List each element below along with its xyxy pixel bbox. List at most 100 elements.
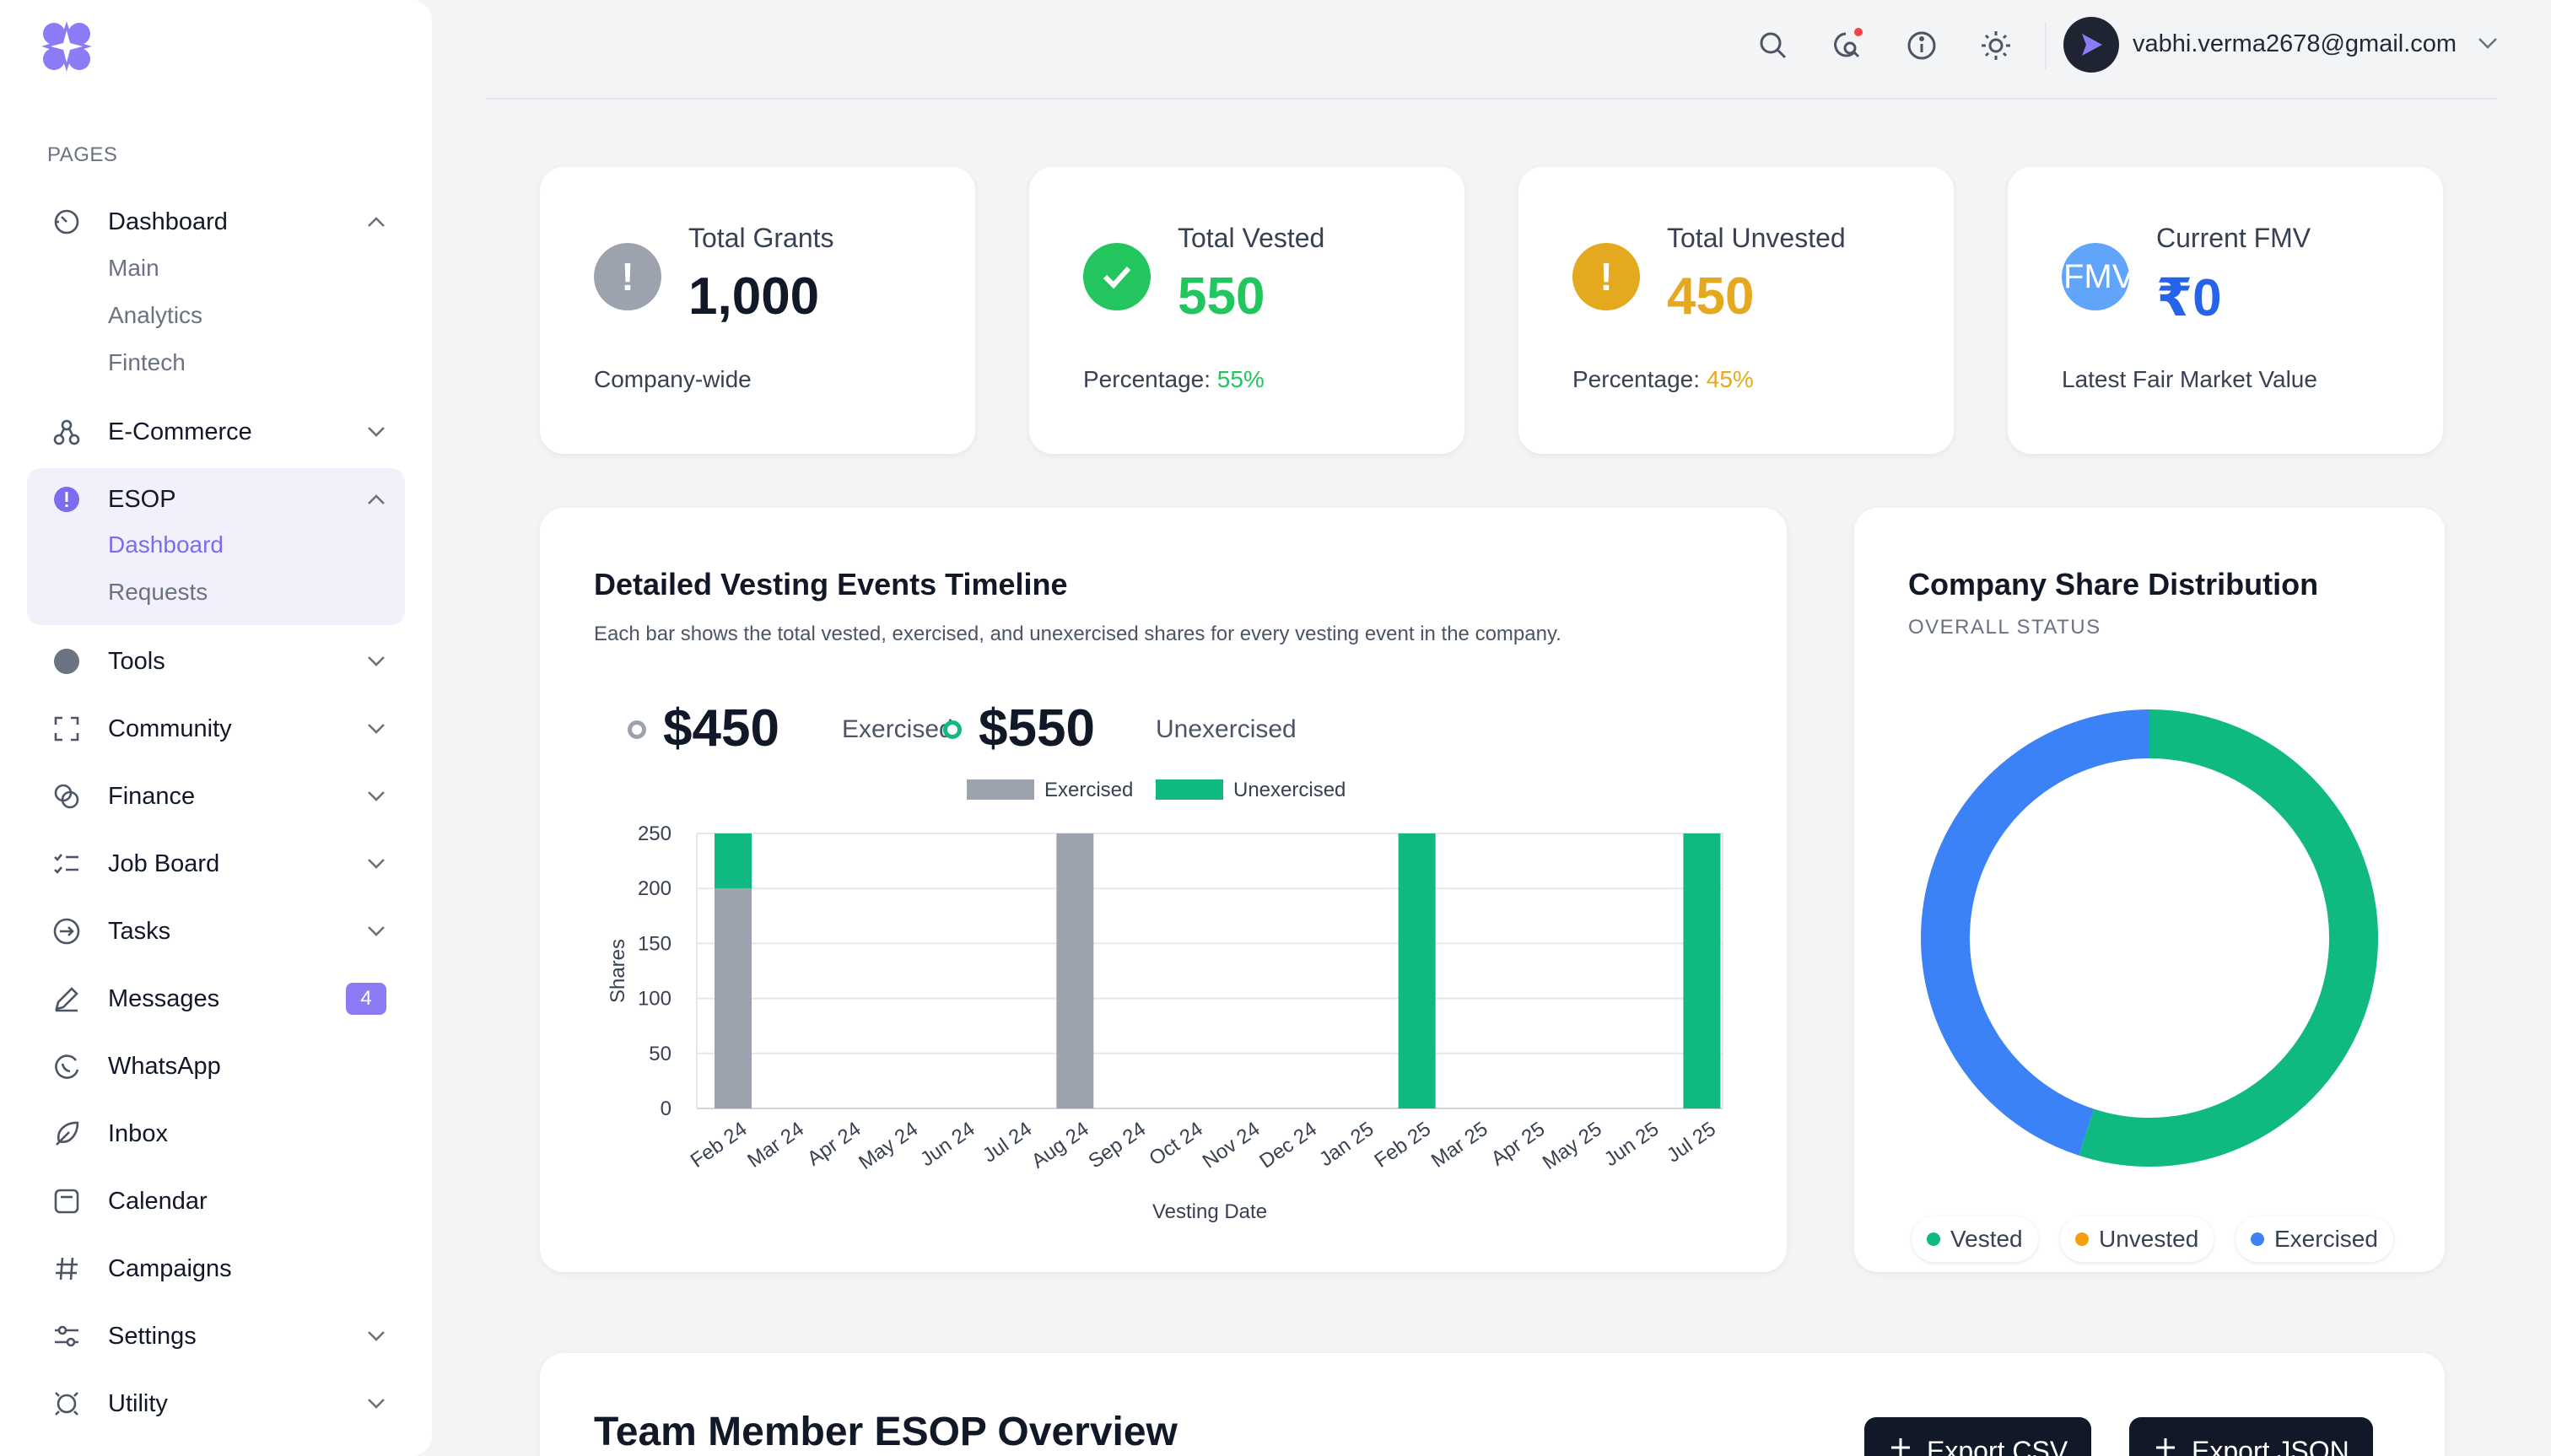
bar-unexercised-feb-24 bbox=[715, 833, 752, 889]
bar-unexercised-jul-25 bbox=[1683, 833, 1721, 1108]
legend-label: Unvested bbox=[2099, 1226, 2199, 1252]
legend-unvested[interactable]: Unvested bbox=[2060, 1216, 2214, 1262]
sidebar-item-community[interactable]: Community bbox=[27, 697, 405, 761]
sidebar-item-settings[interactable]: Settings bbox=[27, 1304, 405, 1368]
sidebar-subitem-analytics[interactable]: Analytics bbox=[108, 302, 203, 328]
x-tick-label: May 24 bbox=[855, 1118, 922, 1174]
sidebar-item-label: WhatsApp bbox=[108, 1052, 221, 1080]
sidebar-item-label: Finance bbox=[108, 782, 196, 810]
chevron-down-icon[interactable] bbox=[366, 422, 386, 442]
sidebar-item-esop[interactable]: ESOP bbox=[27, 467, 405, 531]
sidebar-item-label: Tools bbox=[108, 647, 165, 675]
unexercised-total: $550 bbox=[979, 699, 1095, 758]
bar-unexercised-feb-25 bbox=[1398, 833, 1436, 1108]
export-csv-button[interactable]: Export CSV bbox=[1864, 1417, 2092, 1456]
sidebar-subitem-main[interactable]: Main bbox=[108, 255, 159, 281]
checklist-icon bbox=[51, 848, 83, 880]
chevron-up-icon[interactable] bbox=[366, 212, 386, 232]
sidebar-item-label: ESOP bbox=[108, 485, 176, 513]
bar-exercised-aug-24 bbox=[1056, 833, 1094, 1108]
sidebar-item-label: Dashboard bbox=[108, 208, 228, 235]
sidebar-item-campaigns[interactable]: Campaigns bbox=[27, 1237, 405, 1301]
chevron-down-icon[interactable] bbox=[2477, 35, 2499, 57]
export-json-button[interactable]: Export JSON bbox=[2129, 1417, 2373, 1456]
vesting-timeline-card: Detailed Vesting Events Timeline Each ba… bbox=[540, 508, 1787, 1272]
stat-title: Total Vested bbox=[1178, 223, 1325, 253]
finance-icon bbox=[51, 780, 83, 812]
sidebar-item-whatsapp[interactable]: WhatsApp bbox=[27, 1034, 405, 1098]
sidebar-item-label: Inbox bbox=[108, 1119, 168, 1147]
avatar[interactable] bbox=[2063, 17, 2119, 73]
share-donut-chart bbox=[1921, 709, 2378, 1167]
tasks-icon bbox=[51, 915, 83, 947]
x-tick-label: May 25 bbox=[1539, 1118, 1606, 1174]
notifications-icon[interactable] bbox=[1827, 25, 1868, 66]
x-tick-label: Mar 24 bbox=[743, 1118, 808, 1173]
legend-exercised[interactable]: Exercised bbox=[2235, 1216, 2393, 1262]
chevron-down-icon[interactable] bbox=[366, 1326, 386, 1346]
theme-toggle-icon[interactable] bbox=[1976, 25, 2016, 66]
stat-value: ₹0 bbox=[2156, 269, 2222, 327]
button-label: Export JSON bbox=[2192, 1435, 2349, 1456]
chevron-down-icon[interactable] bbox=[366, 719, 386, 739]
chart-description: Each bar shows the total vested, exercis… bbox=[594, 623, 1561, 645]
sidebar-subitem-esop-dashboard[interactable]: Dashboard bbox=[108, 531, 224, 558]
chevron-down-icon[interactable] bbox=[366, 921, 386, 941]
stat-value: 450 bbox=[1667, 267, 1755, 326]
sidebar-item-tasks[interactable]: Tasks bbox=[27, 899, 405, 963]
sidebar-item-label: Calendar bbox=[108, 1187, 208, 1215]
exclamation-icon: ! bbox=[1572, 243, 1640, 310]
percentage-label: Percentage: bbox=[1083, 366, 1211, 392]
exercised-total: $450 bbox=[663, 699, 779, 758]
info-icon[interactable] bbox=[1901, 25, 1942, 66]
donut-slice-vested[interactable] bbox=[2079, 709, 2378, 1167]
sidebar-subitem-requests[interactable]: Requests bbox=[108, 579, 208, 605]
sidebar: PAGES Dashboard Main Analytics Fintech E… bbox=[0, 0, 432, 1456]
chevron-down-icon[interactable] bbox=[366, 651, 386, 671]
sidebar-esop-group bbox=[27, 468, 405, 625]
legend-vested[interactable]: Vested bbox=[1912, 1216, 2038, 1262]
sidebar-item-calendar[interactable]: Calendar bbox=[27, 1169, 405, 1233]
percentage-value: 45% bbox=[1706, 366, 1754, 392]
x-tick-label: Jun 25 bbox=[1600, 1118, 1664, 1171]
sidebar-item-inbox[interactable]: Inbox bbox=[27, 1102, 405, 1166]
sidebar-subitem-fintech[interactable]: Fintech bbox=[108, 349, 186, 375]
bar-exercised-feb-24 bbox=[715, 888, 752, 1108]
chevron-down-icon[interactable] bbox=[366, 854, 386, 874]
stat-value: 1,000 bbox=[688, 267, 820, 326]
sidebar-item-utility[interactable]: Utility bbox=[27, 1372, 405, 1436]
calendar-icon bbox=[51, 1185, 83, 1217]
y-tick-label: 150 bbox=[638, 932, 671, 955]
sidebar-item-finance[interactable]: Finance bbox=[27, 764, 405, 828]
sidebar-item-ecommerce[interactable]: E-Commerce bbox=[27, 400, 405, 464]
chevron-up-icon[interactable] bbox=[366, 489, 386, 510]
app-logo[interactable] bbox=[39, 19, 94, 74]
header-divider-line bbox=[486, 98, 2497, 100]
hash-icon bbox=[51, 1253, 83, 1285]
x-tick-label: Oct 24 bbox=[1145, 1118, 1206, 1171]
chevron-down-icon[interactable] bbox=[366, 786, 386, 806]
user-email[interactable]: vabhi.verma2678@gmail.com bbox=[2133, 30, 2457, 57]
exercised-label: Exercised bbox=[842, 715, 953, 743]
total-vested-card: Total Vested 550 Percentage: 55% bbox=[1029, 167, 1464, 454]
sidebar-item-job-board[interactable]: Job Board bbox=[27, 832, 405, 896]
legend-dot bbox=[2075, 1232, 2089, 1246]
sidebar-item-label: Settings bbox=[108, 1322, 197, 1350]
chevron-down-icon[interactable] bbox=[366, 1394, 386, 1414]
sidebar-item-label: Tasks bbox=[108, 917, 171, 945]
sidebar-item-messages[interactable]: Messages 4 bbox=[27, 967, 405, 1031]
donut-slice-exercised[interactable] bbox=[1921, 709, 2150, 1156]
sidebar-item-dashboard[interactable]: Dashboard bbox=[27, 190, 405, 254]
search-icon[interactable] bbox=[1753, 25, 1793, 66]
sidebar-item-tools[interactable]: Tools bbox=[27, 629, 405, 693]
sidebar-item-label: Community bbox=[108, 715, 232, 742]
stat-title: Total Grants bbox=[688, 223, 834, 253]
stat-footnote: Percentage: 55% bbox=[1083, 366, 1265, 393]
utility-icon bbox=[51, 1388, 83, 1420]
x-tick-label: Mar 25 bbox=[1427, 1118, 1492, 1173]
plus-icon bbox=[1888, 1435, 1913, 1456]
sidebar-item-label: E-Commerce bbox=[108, 418, 252, 445]
stat-footnote: Company-wide bbox=[594, 366, 752, 392]
y-tick-label: 100 bbox=[638, 988, 671, 1011]
x-tick-label: Jan 25 bbox=[1315, 1118, 1378, 1171]
